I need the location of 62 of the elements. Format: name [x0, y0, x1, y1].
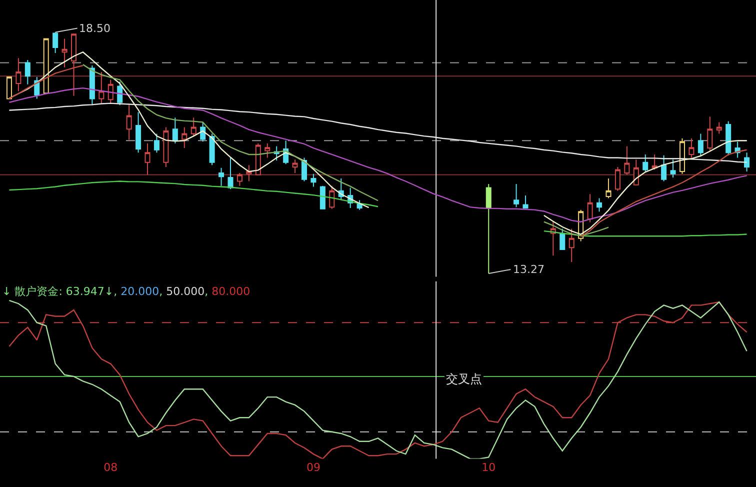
- candlestick: [606, 178, 612, 199]
- candlestick: [292, 159, 298, 174]
- candlestick: [16, 58, 22, 92]
- candlestick: [624, 146, 630, 176]
- candlestick: [661, 154, 667, 182]
- candlestick: [679, 138, 685, 174]
- candlestick: [98, 71, 104, 104]
- candlestick: [182, 126, 188, 149]
- candlestick: [301, 157, 307, 182]
- candlestick: [108, 79, 114, 104]
- candlestick: [716, 122, 722, 134]
- annotation: 交叉点: [446, 372, 482, 386]
- candlestick: [62, 38, 68, 68]
- candlestick: [154, 133, 160, 154]
- candlestick: [744, 152, 750, 172]
- x-tick-label: 09: [306, 460, 320, 474]
- candlestick: [310, 173, 316, 188]
- candlestick: [522, 195, 528, 208]
- candlestick: [550, 220, 556, 256]
- candlestick: [614, 166, 620, 192]
- candlestick: [670, 159, 676, 178]
- candlestick: [514, 184, 520, 208]
- annotation: 18.50: [79, 22, 110, 35]
- candlestick: [24, 59, 30, 85]
- candlestick: [200, 122, 206, 142]
- candlestick: [228, 157, 234, 190]
- candlestick: [486, 184, 492, 274]
- candlestick: [52, 32, 58, 54]
- candlestick: [89, 64, 95, 106]
- candlestick: [642, 154, 648, 172]
- candlestick: [698, 133, 704, 156]
- candlestick: [707, 116, 713, 152]
- candlestick: [163, 126, 169, 168]
- annotation: 13.27: [513, 263, 544, 276]
- candlestick: [172, 117, 178, 144]
- candlestick: [726, 120, 732, 156]
- candlestick: [218, 167, 224, 186]
- candlestick: [71, 34, 77, 96]
- candlestick: [117, 81, 123, 106]
- candlestick: [264, 142, 270, 158]
- candlestick: [209, 133, 215, 166]
- candlestick: [568, 228, 574, 262]
- x-tick-label: 10: [482, 460, 496, 474]
- candlestick: [688, 138, 694, 158]
- candlestick: [136, 112, 142, 154]
- candlestick: [560, 228, 566, 250]
- candlestick: [236, 172, 242, 186]
- candlestick: [596, 198, 602, 212]
- candlestick: [126, 104, 132, 140]
- text: ↓ 散户资金: 63.947↓, 20.000, 50.000, 80.000: [2, 285, 250, 298]
- candlestick: [587, 194, 593, 223]
- candlestick: [144, 142, 150, 176]
- candlestick: [6, 76, 12, 100]
- candlestick: [329, 185, 335, 210]
- candlestick: [190, 117, 196, 138]
- candlestick: [246, 164, 252, 182]
- x-tick-label: 08: [104, 460, 118, 474]
- candlestick: [43, 38, 49, 94]
- candlestick: [255, 142, 261, 176]
- candlestick: [633, 159, 639, 186]
- candlestick: [320, 185, 326, 210]
- candlestick: [652, 154, 658, 170]
